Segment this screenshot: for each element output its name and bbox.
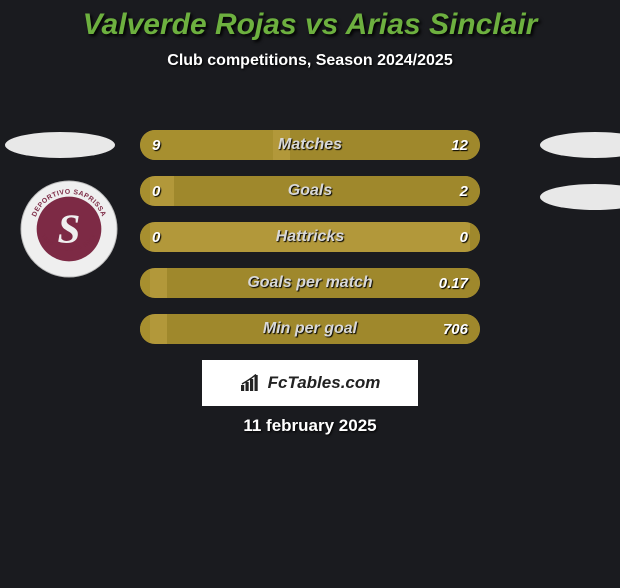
stat-label: Hattricks bbox=[140, 228, 480, 246]
stat-row: 0Hattricks0 bbox=[140, 222, 480, 252]
stats-container: 9Matches120Goals20Hattricks0Goals per ma… bbox=[140, 130, 480, 360]
stat-value-right: 0 bbox=[460, 229, 468, 246]
stat-row: 0Goals2 bbox=[140, 176, 480, 206]
stat-label: Goals bbox=[140, 182, 480, 200]
stat-row: Min per goal706 bbox=[140, 314, 480, 344]
stat-value-right: 12 bbox=[451, 137, 468, 154]
stat-label: Goals per match bbox=[140, 274, 480, 292]
stat-value-right: 706 bbox=[443, 321, 468, 338]
player-left-club-badge: S DEPORTIVO SAPRISSA 1935 · COSTA RICA bbox=[20, 180, 118, 278]
player-left-avatar bbox=[5, 132, 115, 158]
brand-text: FcTables.com bbox=[268, 373, 381, 393]
club-badge-letter: S bbox=[58, 206, 81, 252]
stat-row: 9Matches12 bbox=[140, 130, 480, 160]
stat-label: Matches bbox=[140, 136, 480, 154]
comparison-subtitle: Club competitions, Season 2024/2025 bbox=[0, 52, 620, 70]
bar-chart-icon bbox=[240, 374, 262, 392]
stat-label: Min per goal bbox=[140, 320, 480, 338]
snapshot-date: 11 february 2025 bbox=[0, 416, 620, 436]
player-right-club-avatar bbox=[540, 184, 620, 210]
stat-value-right: 0.17 bbox=[439, 275, 468, 292]
player-right-avatar bbox=[540, 132, 620, 158]
brand-watermark: FcTables.com bbox=[202, 360, 418, 406]
stat-value-right: 2 bbox=[460, 183, 468, 200]
comparison-title: Valverde Rojas vs Arias Sinclair bbox=[0, 8, 620, 42]
stat-row: Goals per match0.17 bbox=[140, 268, 480, 298]
